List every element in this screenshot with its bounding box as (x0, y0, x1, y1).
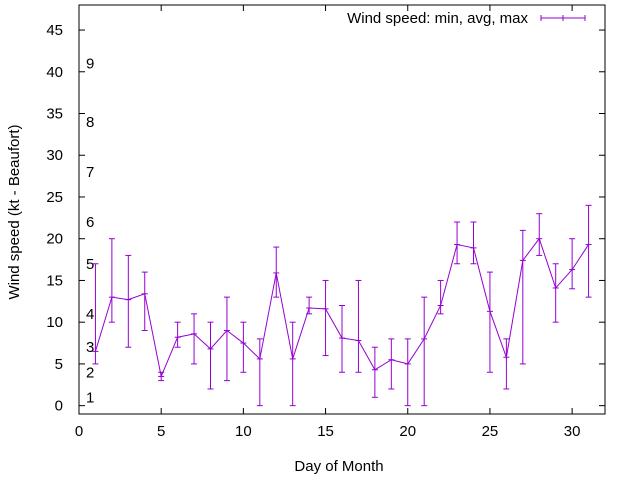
error-bar (207, 321, 214, 390)
y-tick-label: 15 (46, 272, 63, 289)
y-tick-label: 25 (46, 189, 63, 206)
x-tick-label: 10 (235, 423, 252, 440)
axes-layer (78, 4, 606, 415)
y-tick-label: 40 (46, 64, 63, 81)
x-tick-label: 5 (157, 423, 165, 440)
legend: Wind speed: min, avg, max (347, 10, 586, 27)
beaufort-label: 9 (86, 55, 94, 72)
beaufort-label: 2 (86, 364, 94, 381)
error-bar (108, 238, 115, 323)
error-bar (552, 263, 559, 323)
y-tick-label: 45 (46, 22, 63, 39)
error-bar (240, 321, 247, 373)
beaufort-label: 7 (86, 164, 94, 181)
plot-frame (78, 4, 606, 415)
error-bar (125, 254, 132, 348)
y-tick-label: 30 (46, 147, 63, 164)
beaufort-label: 3 (86, 339, 94, 356)
error-bar (454, 221, 461, 265)
error-bar (322, 279, 329, 357)
beaufort-label: 5 (86, 256, 94, 273)
x-tick-label: 15 (317, 423, 334, 440)
x-tick-label: 25 (482, 423, 499, 440)
series-layer (92, 204, 592, 407)
y-tick-label: 10 (46, 314, 63, 331)
y-tick-label: 20 (46, 231, 63, 248)
error-bar (306, 296, 313, 315)
y-tick-label: 0 (55, 398, 63, 415)
error-bar (191, 313, 198, 365)
y-tick-label: 5 (55, 356, 63, 373)
x-tick-label: 30 (564, 423, 581, 440)
error-bar (355, 279, 362, 373)
beaufort-label: 1 (86, 389, 94, 406)
beaufort-label: 4 (86, 306, 94, 323)
beaufort-label: 6 (86, 214, 94, 231)
error-bar (339, 304, 345, 373)
beaufort-label: 8 (86, 114, 94, 131)
error-bar (585, 204, 592, 298)
beaufort-labels: 1 2 3 4 5 6 7 8 9 (86, 55, 94, 406)
error-bar (486, 271, 493, 373)
error-bar (404, 338, 411, 407)
y-axis-title: Wind speed (kt - Beaufort) (6, 124, 23, 299)
error-bar (141, 271, 148, 332)
x-tick-label: 20 (399, 423, 416, 440)
x-tick-label: 0 (75, 423, 83, 440)
error-bar (289, 321, 296, 407)
error-bar (223, 296, 230, 382)
error-bar (371, 346, 378, 398)
series-line (94, 237, 589, 379)
error-bar (519, 229, 526, 365)
error-bar (421, 296, 428, 407)
error-bar (388, 338, 395, 390)
error-bar (273, 246, 280, 298)
y-tick-label: 35 (46, 106, 63, 123)
x-axis-title: Day of Month (294, 458, 383, 475)
error-bar (536, 213, 543, 256)
error-bar (569, 238, 576, 290)
legend-label: Wind speed: min, avg, max (347, 10, 528, 27)
